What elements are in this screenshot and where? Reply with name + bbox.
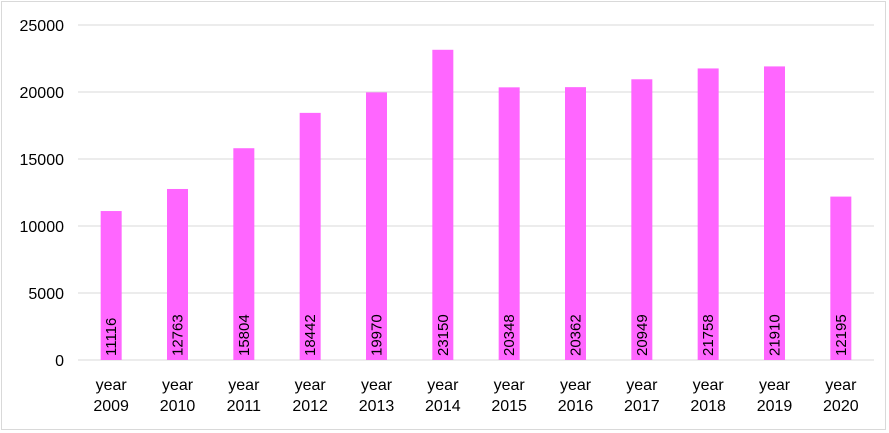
bar-year-2017 bbox=[631, 79, 653, 361]
x-category-label: 2014 bbox=[425, 398, 461, 415]
bar-year-2012 bbox=[299, 112, 321, 360]
x-category-label: 2012 bbox=[292, 398, 328, 415]
x-category-label: year bbox=[494, 377, 526, 394]
gridlines bbox=[78, 24, 874, 361]
data-label: 21910 bbox=[767, 314, 784, 356]
x-category-label: 2018 bbox=[690, 398, 726, 415]
bar-year-2015 bbox=[498, 87, 520, 361]
x-category-label: 2013 bbox=[359, 398, 395, 415]
x-category-label: year bbox=[560, 377, 592, 394]
data-labels: 11116 12763 15804 18442 19970 23150 20348 20362… bbox=[103, 314, 850, 356]
data-label: 12763 bbox=[170, 314, 187, 356]
x-category-label: year bbox=[228, 377, 260, 394]
x-category-label: year bbox=[825, 377, 857, 394]
data-label: 18442 bbox=[302, 314, 319, 356]
x-category-label: 2019 bbox=[757, 398, 793, 415]
y-tick-label: 25000 bbox=[20, 18, 65, 35]
data-label: 23150 bbox=[435, 314, 452, 356]
bar-year-2010 bbox=[167, 188, 188, 360]
bar-year-2019 bbox=[764, 66, 785, 360]
data-label: 12195 bbox=[833, 314, 850, 356]
x-category-label: 2011 bbox=[227, 398, 262, 415]
bar-year-2014 bbox=[432, 49, 454, 360]
x-category-label: 2020 bbox=[823, 398, 859, 415]
y-axis-tick-labels: 0 5000 10000 15000 20000 25000 bbox=[20, 18, 65, 370]
bar-year-2020 bbox=[830, 196, 852, 360]
x-category-label: year bbox=[295, 377, 327, 394]
y-tick-label: 20000 bbox=[20, 85, 65, 102]
y-tick-label: 15000 bbox=[20, 152, 65, 169]
data-label: 21758 bbox=[700, 314, 717, 356]
data-label: 11116 bbox=[103, 318, 120, 356]
y-tick-label: 0 bbox=[55, 353, 64, 370]
x-category-label: year bbox=[361, 377, 393, 394]
data-label: 15804 bbox=[236, 314, 253, 356]
x-category-label: year bbox=[693, 377, 725, 394]
data-label: 20362 bbox=[568, 314, 585, 356]
x-category-label: year bbox=[759, 377, 791, 394]
x-category-label: year bbox=[427, 377, 459, 394]
x-axis-category-labels: year 2009 year 2010 year 2011 year 2012 year 2013… bbox=[93, 377, 858, 415]
x-category-label: year bbox=[626, 377, 658, 394]
data-label: 20348 bbox=[501, 314, 518, 356]
x-category-label: 2010 bbox=[160, 398, 196, 415]
x-category-label: 2009 bbox=[93, 398, 129, 415]
x-category-label: year bbox=[96, 377, 128, 394]
y-tick-label: 5000 bbox=[28, 286, 64, 303]
x-category-label: 2017 bbox=[624, 398, 660, 415]
bar-year-2018 bbox=[697, 68, 719, 360]
bar-year-2011 bbox=[233, 148, 255, 360]
y-tick-label: 10000 bbox=[20, 219, 65, 236]
x-category-label: 2015 bbox=[491, 398, 527, 415]
x-category-label: 2016 bbox=[558, 398, 594, 415]
bar-year-2009 bbox=[100, 211, 122, 360]
data-label: 20949 bbox=[634, 314, 651, 356]
bars bbox=[100, 49, 852, 361]
bar-year-2013 bbox=[366, 92, 387, 360]
bar-year-2016 bbox=[565, 87, 586, 360]
data-label: 19970 bbox=[369, 314, 386, 356]
x-category-label: year bbox=[162, 377, 194, 394]
